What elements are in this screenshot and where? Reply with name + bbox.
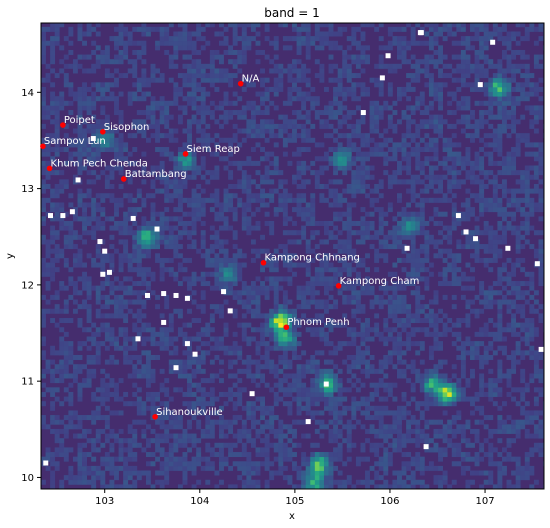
nodata-cell <box>130 215 136 221</box>
city-label: Khum Pech Chenda <box>51 158 148 169</box>
nodata-cell <box>473 236 479 242</box>
city-marker <box>46 165 53 172</box>
y-tick-label: 13 <box>21 184 34 195</box>
nodata-cell <box>161 291 167 297</box>
nodata-cell <box>75 177 81 183</box>
nodata-cell <box>184 341 190 347</box>
nodata-cells <box>43 30 544 466</box>
x-tick-label: 103 <box>95 496 114 507</box>
city-label: Battambang <box>125 169 187 180</box>
x-tick-label: 104 <box>190 496 209 507</box>
nodata-cell <box>490 39 496 45</box>
city-marker <box>283 324 290 331</box>
nodata-cell <box>161 319 167 325</box>
nodata-cell <box>463 229 469 235</box>
nodata-cell <box>135 336 141 342</box>
nodata-cell <box>418 30 424 36</box>
nodata-cell <box>184 295 190 301</box>
chart-title: band = 1 <box>264 6 320 20</box>
x-axis-label: x <box>289 511 295 522</box>
city-marker <box>335 283 342 289</box>
plot-area <box>41 23 544 489</box>
nodata-cell <box>404 245 410 251</box>
nodata-cell <box>360 110 366 116</box>
city-label: Kampong Cham <box>340 276 420 287</box>
y-tick-label: 11 <box>21 377 34 388</box>
nodata-cell <box>97 239 103 245</box>
plot-frame <box>40 22 545 490</box>
city-label: Poipet <box>64 115 95 126</box>
nodata-cell <box>323 381 329 387</box>
nodata-cell <box>534 261 540 267</box>
y-axis: 10 11 12 13 14 <box>21 88 41 484</box>
nodata-cell <box>90 136 96 142</box>
nodata-cell <box>477 82 483 88</box>
nodata-cell <box>106 269 112 275</box>
x-tick-label: 106 <box>380 496 399 507</box>
nodata-cell <box>305 419 311 425</box>
city-marker <box>60 122 66 128</box>
nodata-cell <box>505 245 511 251</box>
nodata-cell <box>60 213 66 219</box>
nodata-cell <box>173 292 179 298</box>
city-label: N/A <box>242 74 260 85</box>
nodata-cell <box>102 248 108 254</box>
y-tick-label: 14 <box>21 88 34 99</box>
nodata-cell <box>385 53 391 59</box>
city-label: Sampov Lun <box>44 136 106 147</box>
city-label: Sisophon <box>104 122 150 133</box>
y-tick-label: 12 <box>21 280 34 291</box>
city-label: Siem Reap <box>187 144 240 155</box>
x-axis: 103 104 105 106 107 <box>95 489 495 507</box>
nodata-cell <box>455 213 461 219</box>
raster-cells <box>41 23 544 489</box>
nodata-cell <box>48 213 54 219</box>
city-label: Phnom Penh <box>287 317 349 328</box>
city-marker <box>100 128 106 135</box>
nodata-cell <box>69 209 75 215</box>
city-marker <box>120 176 127 182</box>
nodata-cell <box>221 289 227 295</box>
city-label: Sihanoukville <box>156 407 223 418</box>
city-labels: N/A Poipet Sisophon Sampov Lun Siem Reap Khum… <box>44 74 419 418</box>
x-tick-label: 107 <box>476 496 495 507</box>
city-marker <box>182 151 189 157</box>
city-marker <box>260 259 267 266</box>
y-tick-label: 10 <box>21 473 34 484</box>
nodata-cell <box>249 391 255 397</box>
nodata-cell <box>379 75 385 81</box>
nodata-cell <box>173 365 179 371</box>
city-marker <box>152 413 158 420</box>
x-tick-label: 105 <box>285 496 304 507</box>
y-axis-label: y <box>5 253 16 259</box>
city-marker <box>40 143 46 150</box>
nodata-cell <box>192 351 198 357</box>
nodata-cell <box>423 444 429 450</box>
city-label: Kampong Chhnang <box>264 253 359 264</box>
nodata-cell <box>43 460 49 466</box>
city-marker <box>237 80 244 87</box>
nodata-cell <box>154 226 160 232</box>
nodata-cell <box>227 308 233 314</box>
city-markers <box>40 80 342 420</box>
nodata-cell <box>100 271 106 277</box>
nodata-cell <box>538 346 544 352</box>
nodata-cell <box>144 292 150 298</box>
